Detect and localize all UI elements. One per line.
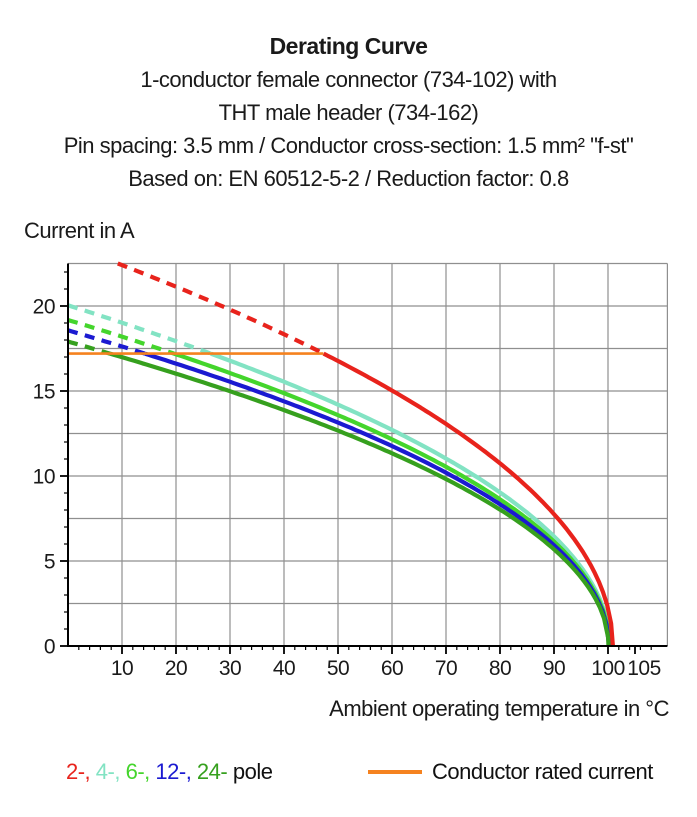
x-tick-label: 80 [489,657,511,680]
x-tick-label: 20 [165,657,187,680]
pole-legend-item: 2-, [66,759,91,784]
y-tick-label: 10 [33,466,55,489]
curve-12-pole-dashed [67,328,146,356]
x-tick-label: 60 [381,657,403,680]
curve-2-pole-dashed [117,261,325,356]
x-tick-label: 90 [543,657,565,680]
curve-24-pole-dashed [67,339,111,356]
subtitle-line-1: 1-conductor female connector (734-102) w… [140,67,557,92]
x-tick-label: 100 [591,657,625,680]
x-tick-label: 40 [273,657,295,680]
x-tick-label: 10 [111,657,133,680]
y-axis-caption: Current in A [24,218,135,243]
rated-current-legend: Conductor rated current [368,759,653,785]
y-tick-label: 15 [33,381,55,404]
subtitle-line-2: THT male header (734-162) [218,100,479,125]
pole-legend: 2-, 4-, 6-, 12-, 24- pole [66,759,273,785]
y-tick-label: 20 [33,296,55,319]
curve-6-pole-dashed [67,317,176,356]
curve-24-pole-solid [109,351,611,647]
legend-row: 2-, 4-, 6-, 12-, 24- pole Conductor rate… [0,759,697,789]
x-tick-label: 70 [435,657,457,680]
x-axis-caption: Ambient operating temperature in °C [329,696,669,721]
chart-title: Derating Curve [269,33,428,59]
y-tick-label: 0 [44,636,55,659]
curve-12-pole-solid [144,351,612,647]
x-tick-label: 30 [219,657,241,680]
pole-legend-item: 24- [191,759,228,784]
subtitle-line-3: Pin spacing: 3.5 mm / Conductor cross-se… [63,133,634,158]
pole-legend-item: 12-, [149,759,192,784]
title-block: Derating Curve 1-conductor female connec… [0,30,697,195]
x-tick-label: 50 [327,657,349,680]
pole-legend-item: 4-, [90,759,121,784]
y-tick-label: 5 [44,551,55,574]
rated-current-label: Conductor rated current [432,759,653,784]
curve-2-pole-solid [322,351,615,647]
curve-6-pole-solid [173,351,612,647]
curve-4-pole-dashed [67,303,212,356]
x-tick-label: 105 [627,657,661,680]
derating-chart-plot: 10 20 30 40 50 60 70 80 90 100 105 0 5 10 15 20 [33,261,669,680]
rated-current-line-swatch [368,770,422,774]
pole-legend-suffix: pole [227,759,273,784]
subtitle-line-4: Based on: EN 60512-5-2 / Reduction facto… [128,166,569,191]
pole-legend-item: 6-, [119,759,151,784]
curve-4-pole-solid [210,351,613,647]
